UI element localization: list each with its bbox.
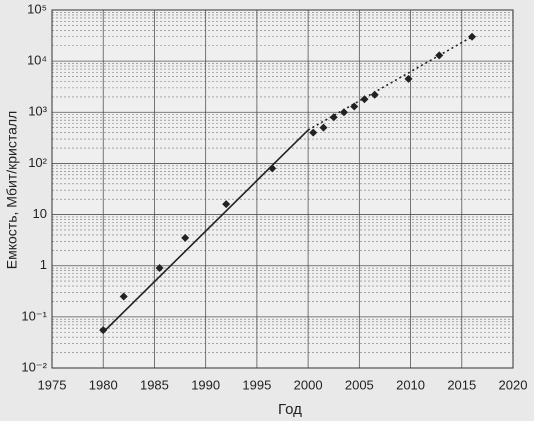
y-tick-label: 10²	[28, 155, 47, 170]
x-tick-label: 2015	[447, 377, 476, 392]
x-tick-label: 2020	[499, 377, 528, 392]
data-point	[119, 292, 128, 301]
x-tick-label: 1985	[140, 377, 169, 392]
plot-area	[52, 10, 513, 368]
data-point	[222, 200, 231, 209]
y-tick-label: 10⁻¹	[21, 308, 47, 323]
y-axis-label: Емкость, Мбит/кристалл	[4, 111, 20, 269]
data-point	[339, 108, 348, 117]
x-axis-label: Год	[278, 401, 302, 418]
y-tick-label: 1	[40, 257, 47, 272]
data-point	[319, 123, 328, 132]
data-point	[329, 113, 338, 122]
y-tick-label: 10³	[28, 104, 47, 119]
data-point	[155, 264, 164, 273]
y-tick-label: 10⁵	[27, 1, 47, 16]
data-point	[99, 326, 108, 335]
x-tick-label: 1975	[38, 377, 67, 392]
x-tick-label: 2000	[294, 377, 323, 392]
data-point	[404, 74, 413, 83]
x-tick-label: 1995	[242, 377, 271, 392]
data-point	[370, 90, 379, 99]
y-tick-label: 10⁻²	[21, 359, 47, 374]
x-tick-label: 2010	[396, 377, 425, 392]
x-tick-label: 1990	[191, 377, 220, 392]
trend-line	[307, 36, 473, 131]
trend-line	[102, 129, 309, 333]
x-tick-label: 1980	[89, 377, 118, 392]
y-tick-label: 10⁴	[27, 53, 47, 68]
y-tick-label: 10	[33, 206, 47, 221]
x-tick-label: 2005	[345, 377, 374, 392]
plot-frame	[51, 9, 514, 369]
data-point	[181, 233, 190, 242]
data-point	[309, 128, 318, 137]
